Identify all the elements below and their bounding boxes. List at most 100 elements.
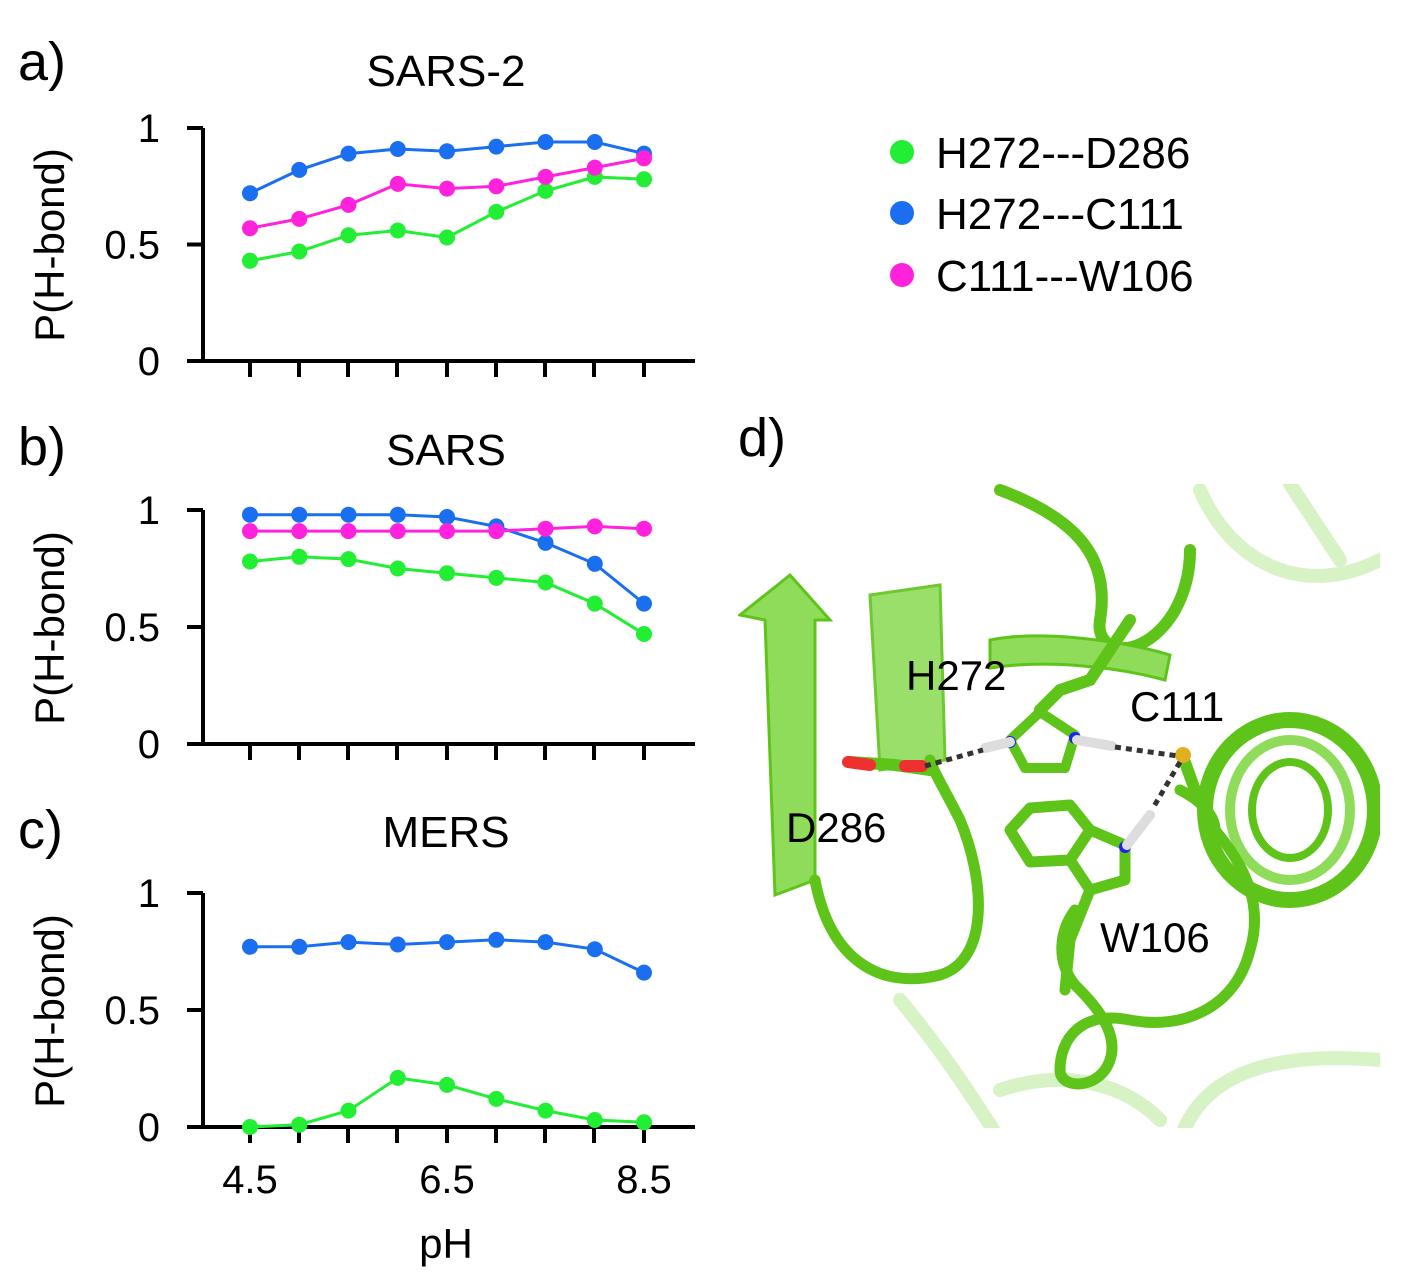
data-point-hd bbox=[537, 574, 554, 591]
y-tick-label: 0 bbox=[138, 723, 160, 767]
data-point-hc bbox=[439, 934, 455, 951]
data-point-hd bbox=[340, 1102, 357, 1119]
data-point-hd bbox=[242, 252, 258, 269]
data-point-cw bbox=[439, 180, 455, 197]
residue-label-w106: W106 bbox=[1100, 914, 1210, 961]
data-point-cw bbox=[636, 520, 652, 537]
data-point-hc bbox=[340, 506, 357, 523]
panel-b: b) SARS P(H-bond) 00.51 bbox=[18, 417, 695, 767]
legend-label: H272---C111 bbox=[936, 190, 1184, 239]
data-point-cw bbox=[488, 523, 505, 540]
data-point-hd bbox=[340, 227, 357, 244]
data-point-cw bbox=[636, 150, 652, 167]
data-point-hc bbox=[636, 964, 652, 981]
axes: 00.51 bbox=[104, 489, 695, 767]
top-loop bbox=[988, 484, 1196, 682]
data-point-hc bbox=[340, 145, 357, 162]
data-point-hc bbox=[389, 506, 406, 523]
data-point-hd bbox=[291, 243, 308, 260]
x-tick-label: 8.5 bbox=[616, 1158, 672, 1202]
data-point-hd bbox=[488, 1090, 505, 1107]
data-point-hd bbox=[586, 1112, 603, 1128]
residue-label-c111: C111 bbox=[1130, 683, 1224, 730]
data-point-hd bbox=[389, 222, 406, 239]
y-tick-label: 1 bbox=[138, 872, 160, 916]
panel-title: SARS bbox=[386, 426, 506, 475]
data-point-hd bbox=[291, 1116, 308, 1133]
data-point-cw bbox=[439, 523, 455, 540]
panel-letter: c) bbox=[18, 800, 63, 860]
data-point-hd bbox=[636, 1114, 652, 1131]
data-point-hc bbox=[389, 141, 406, 157]
chart-marks bbox=[242, 506, 652, 642]
panel-a: a) SARS-2 P(H-bond) 00.51 bbox=[18, 32, 695, 384]
beta-strand-middle bbox=[868, 583, 947, 772]
data-point-hc bbox=[537, 134, 554, 150]
data-point-cw bbox=[340, 523, 357, 540]
axes: 0 0.5 1 4.5 6.5 8.5 bbox=[104, 872, 695, 1202]
data-point-hc bbox=[586, 134, 603, 150]
y-tick-label: 0.5 bbox=[104, 989, 160, 1033]
data-point-cw bbox=[537, 520, 554, 537]
data-point-cw bbox=[586, 159, 603, 176]
data-point-hc bbox=[439, 143, 455, 160]
data-point-hd bbox=[389, 560, 406, 577]
data-point-hd bbox=[439, 565, 455, 582]
legend-item: H272---C111 bbox=[890, 190, 1184, 239]
data-point-hd bbox=[340, 551, 357, 568]
panel-letter: d) bbox=[738, 408, 786, 468]
data-point-hc bbox=[586, 941, 603, 958]
y-tick-label: 0.5 bbox=[104, 606, 160, 650]
d286-side-chain bbox=[842, 756, 936, 776]
residue-label-h272: H272 bbox=[906, 652, 1006, 699]
legend-marker bbox=[890, 263, 914, 287]
y-tick-label: 1 bbox=[138, 489, 160, 533]
y-tick-label: 0 bbox=[138, 1106, 160, 1150]
data-point-cw bbox=[340, 196, 357, 213]
c111-side-chain bbox=[1175, 747, 1221, 836]
data-point-hd bbox=[439, 1076, 455, 1093]
data-point-hd bbox=[291, 548, 308, 565]
data-point-cw bbox=[389, 523, 406, 540]
data-point-hd bbox=[537, 182, 554, 199]
y-tick-label: 1 bbox=[138, 107, 160, 151]
data-point-hd bbox=[389, 1069, 406, 1086]
y-axis-title: P(H-bond) bbox=[26, 148, 73, 342]
x-tick-label: 6.5 bbox=[419, 1158, 475, 1202]
legend-label: C111---W106 bbox=[936, 252, 1194, 301]
legend-item: H272---D286 bbox=[890, 129, 1190, 178]
data-point-hd bbox=[636, 171, 652, 188]
legend-label: H272---D286 bbox=[936, 129, 1190, 178]
data-point-hc bbox=[586, 555, 603, 572]
w106-side-chain bbox=[1004, 799, 1155, 996]
data-point-hc bbox=[488, 931, 505, 948]
y-tick-label: 0 bbox=[138, 340, 160, 384]
data-point-cw bbox=[586, 518, 603, 535]
data-point-hc bbox=[439, 509, 455, 525]
data-point-hd bbox=[242, 1119, 258, 1135]
panel-title: MERS bbox=[382, 808, 509, 857]
data-point-hc bbox=[291, 938, 308, 955]
data-point-cw bbox=[242, 220, 258, 237]
y-axis-title: P(H-bond) bbox=[26, 914, 73, 1108]
data-point-cw bbox=[291, 210, 308, 227]
hydrogen-bonds bbox=[924, 744, 1183, 810]
y-tick-label: 0.5 bbox=[104, 224, 160, 268]
data-point-cw bbox=[389, 175, 406, 192]
data-point-hc bbox=[242, 506, 258, 523]
legend-marker bbox=[890, 201, 914, 225]
y-axis-title: P(H-bond) bbox=[26, 531, 73, 725]
data-point-hc bbox=[291, 506, 308, 523]
legend: H272---D286 H272---C111 C111---W106 bbox=[890, 129, 1194, 301]
data-point-hc bbox=[389, 936, 406, 953]
data-point-hd bbox=[488, 569, 505, 586]
data-point-cw bbox=[242, 523, 258, 540]
data-point-hc bbox=[291, 161, 308, 178]
data-point-hd bbox=[242, 553, 258, 570]
legend-marker bbox=[890, 140, 914, 164]
data-point-hc bbox=[242, 185, 258, 202]
protein-structure-image bbox=[738, 484, 1380, 1128]
data-point-hc bbox=[636, 595, 652, 612]
axes: 00.51 bbox=[104, 107, 695, 384]
